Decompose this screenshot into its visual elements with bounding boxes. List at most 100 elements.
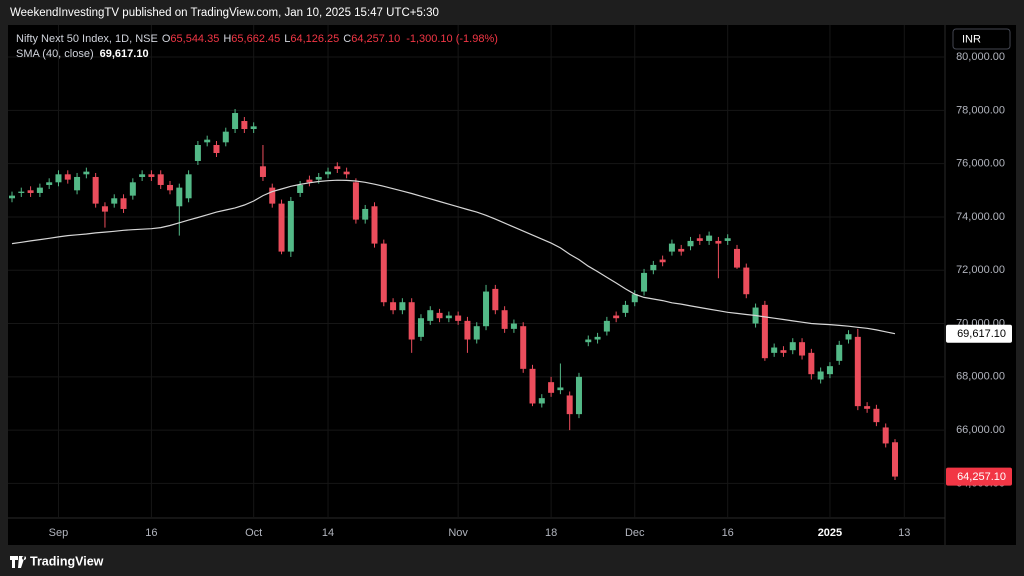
sma-line (11, 179, 896, 335)
candle-body (213, 144, 220, 153)
candle-body (129, 182, 136, 196)
candle-body (371, 206, 378, 244)
candle-body (789, 342, 796, 351)
candle-body (864, 406, 871, 409)
candle-body (566, 395, 573, 415)
brand-name: TradingView (30, 554, 104, 568)
candle-body (120, 198, 127, 209)
currency-button[interactable]: INR (952, 28, 1011, 50)
last-price-badge (946, 467, 1012, 486)
sma-name: SMA (40, close) (16, 48, 94, 60)
candle-body (548, 382, 555, 393)
candle-body (287, 200, 294, 252)
y-tick-label: 72,000.00 (956, 264, 1005, 276)
candle-body (817, 371, 824, 380)
candle-body (111, 198, 118, 204)
candle-body (390, 302, 397, 311)
candle-body (483, 291, 490, 327)
candle-body (92, 176, 99, 204)
button-label[interactable]: INR (962, 33, 981, 45)
candle-body (892, 442, 898, 477)
candle-body (650, 264, 657, 271)
y-tick-label: 68,000.00 (956, 371, 1005, 383)
y-tick-label: 78,000.00 (956, 104, 1005, 116)
candle-body (668, 243, 675, 252)
candle-body (194, 144, 201, 161)
candle-body (622, 304, 629, 313)
candle-body (854, 336, 861, 407)
legend-low: 64,126.25 (290, 33, 339, 45)
plot (9, 109, 898, 481)
candle-body (297, 184, 304, 193)
grid (8, 25, 945, 518)
candle-body (641, 272, 648, 292)
candle-body (585, 339, 592, 343)
candle-body (278, 203, 285, 252)
candle-body (176, 187, 183, 207)
candle-body (724, 238, 731, 241)
candle-body (538, 398, 545, 404)
x-tick-label: 14 (322, 527, 334, 539)
candle-body (55, 174, 62, 183)
sma-legend: SMA (40, close) 69,617.10 (16, 48, 149, 60)
legend-change: -1,300.10 (-1.98%) (406, 33, 498, 45)
candle-body (269, 187, 276, 204)
candle-body (325, 171, 332, 175)
candle-body (148, 174, 155, 177)
candle-body (557, 387, 564, 391)
legend-high: 65,662.45 (231, 33, 280, 45)
candle-body (380, 243, 387, 303)
x-tick-label: 18 (545, 527, 557, 539)
candle-body (139, 174, 146, 177)
candle-body (715, 240, 722, 244)
candle-body (417, 318, 424, 337)
legend-title: Nifty Next 50 Index, 1D, NSE (16, 33, 158, 45)
axes: 64,000.0066,000.0068,000.0070,000.0072,0… (49, 51, 1012, 539)
candle-body (250, 126, 257, 130)
candle-body (157, 174, 164, 185)
x-tick-label: Dec (625, 527, 645, 539)
candle-body (259, 166, 266, 177)
candle-body (687, 240, 694, 247)
candle-body (222, 131, 229, 143)
candle-body (826, 366, 833, 375)
candle-body (808, 352, 815, 375)
candle-body (594, 336, 601, 340)
candle-body (575, 376, 582, 415)
candle-body (696, 238, 703, 241)
x-tick-label: 16 (722, 527, 734, 539)
candle-body (83, 171, 90, 175)
candle-body (46, 182, 53, 185)
candle-body (603, 320, 610, 332)
y-tick-label: 66,000.00 (956, 424, 1005, 436)
candle-body (501, 310, 508, 329)
candle-body (408, 302, 415, 340)
legend-key: L (284, 33, 290, 45)
candle-body (36, 187, 43, 193)
candle-body (241, 121, 248, 130)
candle-body (678, 248, 685, 252)
candle-body (771, 347, 778, 353)
candle-body (352, 182, 359, 220)
button-frame[interactable] (952, 28, 1011, 50)
candle-body (510, 323, 517, 329)
legend: Nifty Next 50 Index, 1D, NSE O65,544.35 H6… (16, 33, 498, 45)
candle-body (464, 320, 471, 340)
candle-body (631, 294, 638, 303)
candle-body (780, 350, 787, 353)
legend-key: H (223, 33, 231, 45)
candle-body (529, 368, 536, 404)
candle-body (101, 206, 108, 212)
candle-body (799, 342, 806, 356)
candle-body (306, 179, 313, 183)
candle-body (445, 315, 452, 319)
x-tick-label: Nov (448, 527, 468, 539)
brand: TradingView (10, 554, 104, 568)
candle-body (185, 174, 192, 199)
candle-body (873, 408, 880, 423)
candle-body (473, 326, 480, 340)
candle-body (659, 259, 666, 263)
sma-price-label: 69,617.10 (957, 328, 1006, 340)
candle-body (334, 166, 341, 169)
candle-body (455, 315, 462, 321)
